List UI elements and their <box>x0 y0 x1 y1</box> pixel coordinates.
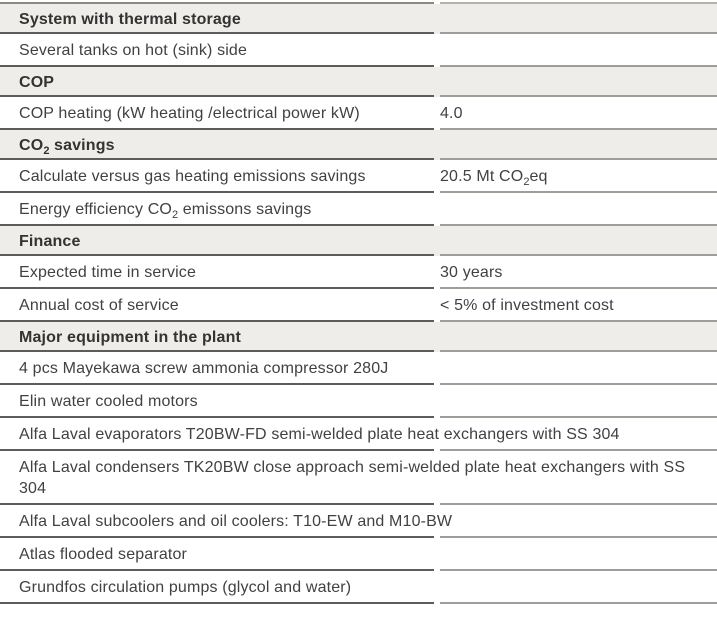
section-major-equipment: Major equipment in the plant <box>0 322 717 352</box>
row-border-left-segment <box>0 287 434 289</box>
row-condensers: Alfa Laval condensers TK20BW close appro… <box>0 451 717 505</box>
row-label: 4 pcs Mayekawa screw ammonia compressor … <box>19 360 389 377</box>
row-label: Alfa Laval subcoolers and oil coolers: T… <box>19 513 453 530</box>
row-label: Calculate versus gas heating emissions s… <box>19 168 366 185</box>
row-value <box>440 34 717 46</box>
row-compressors: 4 pcs Mayekawa screw ammonia compressor … <box>0 352 717 385</box>
top-border-right-segment <box>440 2 717 4</box>
row-energy-efficiency-emissions: Energy efficiency CO2 emissons savings <box>0 193 717 226</box>
row-annual-cost-of-service: Annual cost of service < 5% of investmen… <box>0 289 717 322</box>
row-label: Atlas flooded separator <box>19 546 187 563</box>
row-border-right-segment <box>440 350 717 352</box>
row-value <box>440 322 717 331</box>
row-border-right-segment <box>440 128 717 130</box>
subscript: 2 <box>172 209 179 221</box>
table-body: System with thermal storage Several tank… <box>0 4 717 604</box>
row-value <box>440 226 717 235</box>
row-label: Annual cost of service <box>19 297 179 314</box>
row-gas-heating-emissions: Calculate versus gas heating emissions s… <box>0 160 717 193</box>
row-border-right-segment <box>440 602 717 604</box>
row-border-left-segment <box>0 416 434 418</box>
row-label: CO2 savings <box>19 137 115 157</box>
row-value: 4.0 <box>440 105 463 122</box>
row-value: 30 years <box>440 264 503 281</box>
row-label: System with thermal storage <box>19 11 241 28</box>
row-border-left-segment <box>0 254 434 256</box>
row-border-left-segment <box>0 158 434 160</box>
row-label: Several tanks on hot (sink) side <box>19 42 248 59</box>
row-border-left-segment <box>0 503 434 505</box>
row-value: 20.5 Mt CO2eq <box>440 168 548 188</box>
row-cop-heating: COP heating (kW heating /electrical powe… <box>0 97 717 130</box>
row-value: < 5% of investment cost <box>440 297 614 314</box>
row-border-left-segment <box>0 191 434 193</box>
row-border-right-segment <box>440 449 717 451</box>
row-label: Elin water cooled motors <box>19 393 198 410</box>
row-border-left-segment <box>0 65 434 67</box>
row-border-right-segment <box>440 95 717 97</box>
row-label: Energy efficiency CO2 emissons savings <box>19 201 312 221</box>
row-value <box>440 130 717 139</box>
row-border-left-segment <box>0 95 434 97</box>
row-border-left-segment <box>0 383 434 385</box>
row-border-left-segment <box>0 602 434 604</box>
row-border-left-segment <box>0 32 434 34</box>
row-subcoolers: Alfa Laval subcoolers and oil coolers: T… <box>0 505 717 538</box>
subscript: 2 <box>523 176 530 188</box>
row-border-right-segment <box>440 254 717 256</box>
row-value <box>440 4 717 13</box>
row-border-left-segment <box>0 536 434 538</box>
top-border-left-segment <box>0 2 434 4</box>
row-border-right-segment <box>440 191 717 193</box>
row-border-left-segment <box>0 350 434 352</box>
row-evaporators: Alfa Laval evaporators T20BW-FD semi-wel… <box>0 418 717 451</box>
row-value <box>440 67 717 76</box>
section-cop: COP <box>0 67 717 97</box>
row-label: Expected time in service <box>19 264 197 281</box>
row-several-tanks: Several tanks on hot (sink) side <box>0 34 717 67</box>
row-border-left-segment <box>0 320 434 322</box>
row-border-right-segment <box>440 287 717 289</box>
section-system-with-thermal-storage: System with thermal storage <box>0 4 717 34</box>
row-border-right-segment <box>440 224 717 226</box>
row-border-right-segment <box>440 65 717 67</box>
row-border-left-segment <box>0 128 434 130</box>
row-separator: Atlas flooded separator <box>0 538 717 571</box>
table-top-border <box>0 2 717 4</box>
row-label: COP heating (kW heating /electrical powe… <box>19 105 360 122</box>
row-expected-time-in-service: Expected time in service 30 years <box>0 256 717 289</box>
row-label: Finance <box>19 233 81 250</box>
row-border-left-segment <box>0 224 434 226</box>
row-label: COP <box>19 74 55 91</box>
row-label: Grundfos circulation pumps (glycol and w… <box>19 579 352 596</box>
subscript: 2 <box>43 145 50 157</box>
section-co2-savings: CO2 savings <box>0 130 717 160</box>
row-value <box>440 193 717 205</box>
row-border-right-segment <box>440 416 717 418</box>
row-border-right-segment <box>440 158 717 160</box>
row-border-right-segment <box>440 320 717 322</box>
row-border-left-segment <box>0 569 434 571</box>
row-label: Alfa Laval evaporators T20BW-FD semi-wel… <box>19 426 620 443</box>
row-border-right-segment <box>440 569 717 571</box>
row-motors: Elin water cooled motors <box>0 385 717 418</box>
row-border-right-segment <box>440 536 717 538</box>
row-border-right-segment <box>440 32 717 34</box>
row-border-right-segment <box>440 503 717 505</box>
row-label: Alfa Laval condensers TK20BW close appro… <box>19 459 686 497</box>
row-border-right-segment <box>440 383 717 385</box>
row-pumps: Grundfos circulation pumps (glycol and w… <box>0 571 717 604</box>
row-border-left-segment <box>0 449 434 451</box>
section-finance: Finance <box>0 226 717 256</box>
row-label: Major equipment in the plant <box>19 329 241 346</box>
